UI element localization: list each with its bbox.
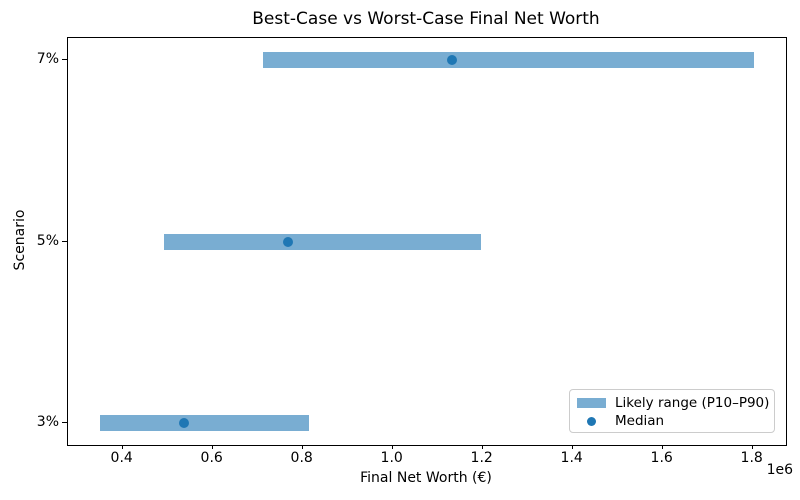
x-tick-label-0.4: 0.4 bbox=[110, 450, 133, 466]
x-tick-mark-1.6 bbox=[661, 445, 663, 449]
y-tick-label-7%: 7% bbox=[36, 50, 59, 67]
median-dot-5% bbox=[282, 236, 293, 247]
x-tick-label-1.6: 1.6 bbox=[650, 450, 673, 466]
legend-item-median: Median bbox=[577, 412, 774, 430]
range-bar-swatch-icon bbox=[577, 398, 606, 408]
y-tick-label-3%: 3% bbox=[36, 414, 59, 431]
x-tick-mark-1.2 bbox=[481, 445, 483, 449]
legend-range-swatch-area bbox=[577, 398, 606, 408]
x-tick-mark-0.8 bbox=[301, 445, 303, 449]
x-tick-mark-1.0 bbox=[391, 445, 393, 449]
range-bar-5% bbox=[164, 233, 481, 250]
median-dot-7% bbox=[446, 54, 457, 65]
y-tick-mark-7% bbox=[62, 58, 67, 60]
range-bar-7% bbox=[262, 51, 755, 68]
median-dot-3% bbox=[179, 418, 190, 429]
x-tick-mark-0.4 bbox=[121, 445, 123, 449]
x-tick-mark-0.6 bbox=[211, 445, 213, 449]
y-tick-mark-5% bbox=[62, 240, 67, 242]
median-dot-icon bbox=[587, 416, 596, 426]
legend-item-range: Likely range (P10–P90) bbox=[577, 394, 774, 412]
x-axis-label: Final Net Worth (€) bbox=[360, 470, 492, 486]
y-tick-mark-3% bbox=[62, 422, 67, 424]
x-tick-label-1.4: 1.4 bbox=[560, 450, 583, 466]
x-tick-label-1.2: 1.2 bbox=[470, 450, 493, 466]
legend: Likely range (P10–P90) Median bbox=[569, 389, 775, 433]
legend-median-label: Median bbox=[615, 413, 665, 429]
x-tick-label-0.8: 0.8 bbox=[290, 450, 313, 466]
x-tick-mark-1.4 bbox=[571, 445, 573, 449]
x-tick-label-1.8: 1.8 bbox=[740, 450, 763, 466]
range-bar-3% bbox=[100, 415, 310, 432]
x-axis-offset-label: 1e6 bbox=[766, 462, 793, 478]
y-tick-label-5%: 5% bbox=[36, 232, 59, 249]
x-tick-mark-1.8 bbox=[751, 445, 753, 449]
x-tick-label-1.0: 1.0 bbox=[380, 450, 403, 466]
chart-title: Best-Case vs Worst-Case Final Net Worth bbox=[252, 9, 600, 29]
legend-range-label: Likely range (P10–P90) bbox=[615, 395, 770, 411]
legend-median-swatch-area bbox=[577, 416, 606, 426]
x-tick-label-0.6: 0.6 bbox=[200, 450, 223, 466]
plot-area bbox=[67, 37, 787, 446]
